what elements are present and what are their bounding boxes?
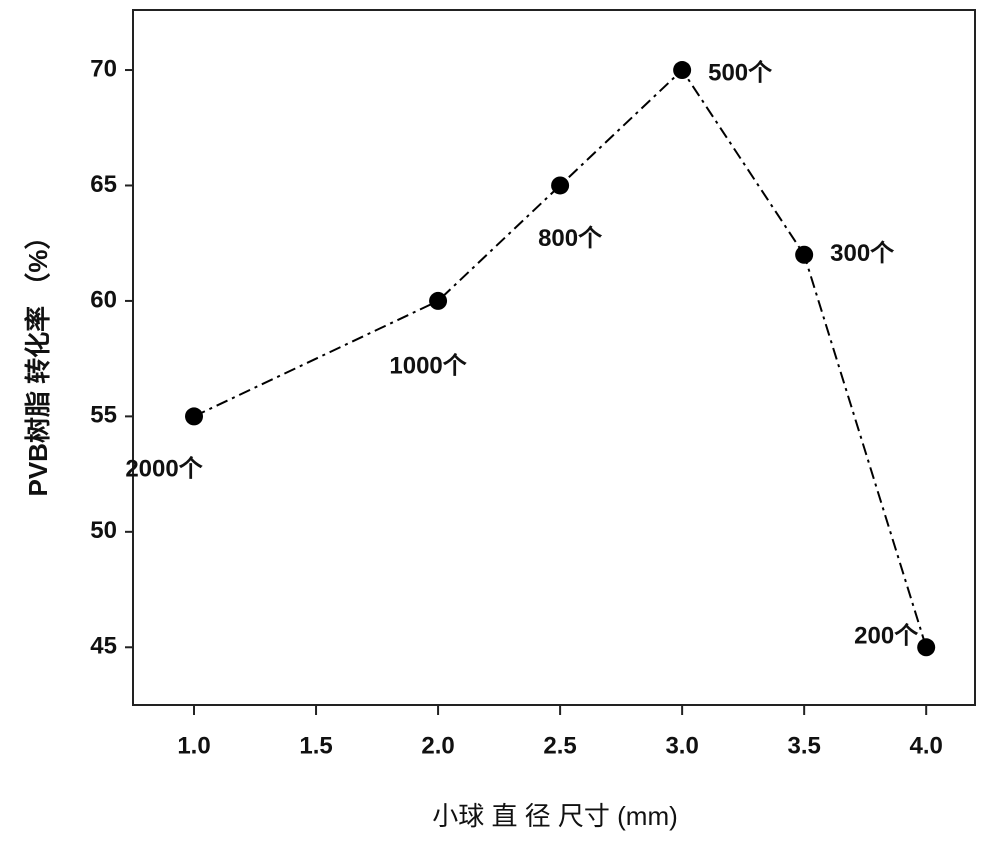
point-label: 500个 [708, 59, 773, 86]
x-tick-label: 1.5 [299, 732, 332, 759]
marker [795, 246, 813, 264]
point-label: 800个 [538, 225, 603, 252]
x-tick-label: 4.0 [910, 732, 943, 759]
x-tick-label: 1.0 [177, 732, 210, 759]
y-axis-title: PVB树脂 转化率 （%） [23, 223, 53, 496]
point-label: 200个 [854, 623, 919, 650]
marker [551, 176, 569, 194]
y-tick-label: 60 [90, 286, 117, 313]
x-tick-label: 2.5 [543, 732, 576, 759]
marker [673, 61, 691, 79]
y-tick-label: 45 [90, 633, 117, 660]
point-label: 2000个 [125, 456, 203, 483]
marker [917, 638, 935, 656]
marker [429, 292, 447, 310]
point-label: 1000个 [389, 352, 467, 379]
line [194, 70, 926, 647]
y-tick-label: 70 [90, 55, 117, 82]
x-tick-label: 3.5 [787, 732, 820, 759]
x-tick-label: 2.0 [421, 732, 454, 759]
x-tick-label: 3.0 [665, 732, 698, 759]
plot-frame [133, 10, 975, 705]
y-tick-label: 65 [90, 171, 117, 198]
y-tick-label: 50 [90, 517, 117, 544]
y-tick-label: 55 [90, 402, 117, 429]
point-label: 300个 [830, 240, 895, 267]
x-axis-title: 小球 直 径 尺寸 (mm) [432, 801, 678, 831]
marker [185, 407, 203, 425]
